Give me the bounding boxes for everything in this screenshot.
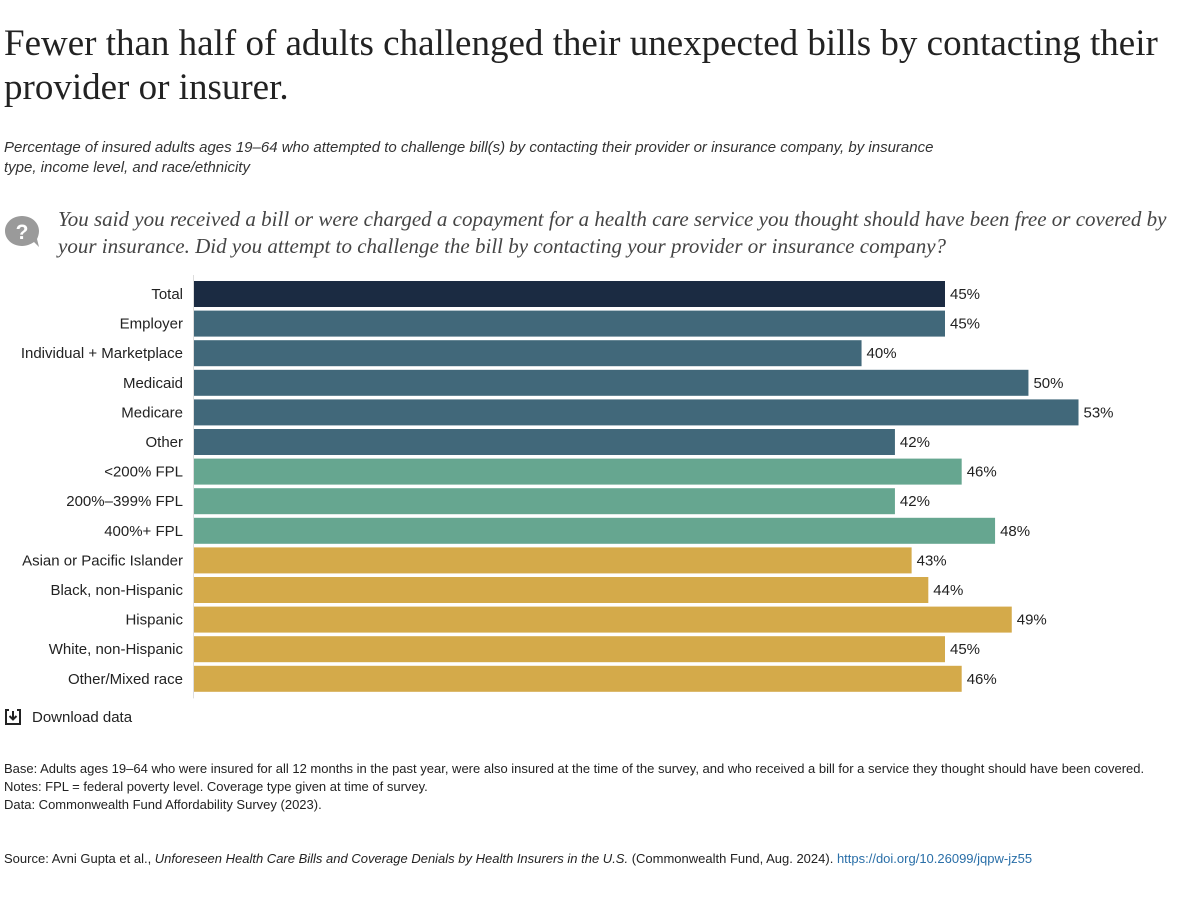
download-icon <box>5 709 21 725</box>
bar <box>194 517 996 544</box>
category-label: <200% FPL <box>104 464 183 481</box>
bar <box>194 340 862 367</box>
svg-text:?: ? <box>16 221 29 244</box>
chart-notes: Base: Adults ages 19–64 who were insured… <box>4 760 1184 814</box>
category-label: Black, non-Hispanic <box>50 582 183 599</box>
value-label: 46% <box>967 464 997 481</box>
download-data-label: Download data <box>32 708 133 726</box>
category-label: Hispanic <box>125 612 183 629</box>
bar <box>194 458 962 485</box>
category-label: Asian or Pacific Islander <box>22 552 183 569</box>
bar <box>194 310 945 337</box>
bar <box>194 606 1012 633</box>
bar <box>194 281 945 307</box>
download-data-button[interactable]: Download data <box>4 708 132 726</box>
survey-question: You said you received a bill or were cha… <box>58 207 1167 258</box>
value-label: 48% <box>1000 523 1030 540</box>
source-title: Unforeseen Health Care Bills and Coverag… <box>154 851 629 866</box>
category-label: 200%–399% FPL <box>66 493 183 510</box>
value-label: 53% <box>1084 404 1114 421</box>
bar <box>194 665 962 692</box>
value-label: 44% <box>933 582 963 599</box>
value-label: 49% <box>1017 612 1047 629</box>
category-label: Other/Mixed race <box>68 671 183 688</box>
source-suffix: (Commonwealth Fund, Aug. 2024). <box>628 851 837 866</box>
value-label: 46% <box>967 671 997 688</box>
category-label: Individual + Marketplace <box>21 345 183 362</box>
value-label: 43% <box>917 552 947 569</box>
value-label: 45% <box>950 641 980 658</box>
category-label: Employer <box>120 316 183 333</box>
source-link[interactable]: https://doi.org/10.26099/jqpw-jz55 <box>836 851 1033 866</box>
bar <box>194 636 945 663</box>
category-label: 400%+ FPL <box>104 523 183 540</box>
category-label: Medicare <box>121 404 183 421</box>
notes-note: Notes: FPL = federal poverty level. Cove… <box>4 779 428 794</box>
chart-title: Fewer than half of adults challenged the… <box>4 23 1158 108</box>
bar <box>194 488 895 515</box>
source-prefix: Source: Avni Gupta et al., <box>4 851 155 866</box>
value-label: 50% <box>1033 375 1063 392</box>
value-label: 42% <box>900 493 930 510</box>
value-label: 45% <box>950 316 980 333</box>
data-note: Data: Commonwealth Fund Affordability Su… <box>4 797 322 812</box>
bar <box>194 429 895 455</box>
category-label: Total <box>151 286 183 303</box>
value-label: 45% <box>950 286 980 303</box>
value-label: 42% <box>900 434 930 451</box>
category-label: Medicaid <box>123 375 183 392</box>
bar <box>194 369 1029 396</box>
bar <box>194 577 929 603</box>
question-bubble-icon: ? <box>5 216 39 247</box>
source-line: Source: Avni Gupta et al., Unforeseen He… <box>4 851 1032 866</box>
bar <box>194 399 1079 426</box>
chart-subtitle: Percentage of insured adults ages 19–64 … <box>4 139 934 176</box>
bar <box>194 547 912 574</box>
category-label: Other <box>145 434 183 451</box>
bar-chart: Total 45% Employer 45% Individual + Marketpl… <box>21 275 1114 699</box>
category-label: White, non-Hispanic <box>49 641 184 658</box>
value-label: 40% <box>867 345 897 362</box>
base-note: Base: Adults ages 19–64 who were insured… <box>4 761 1145 776</box>
